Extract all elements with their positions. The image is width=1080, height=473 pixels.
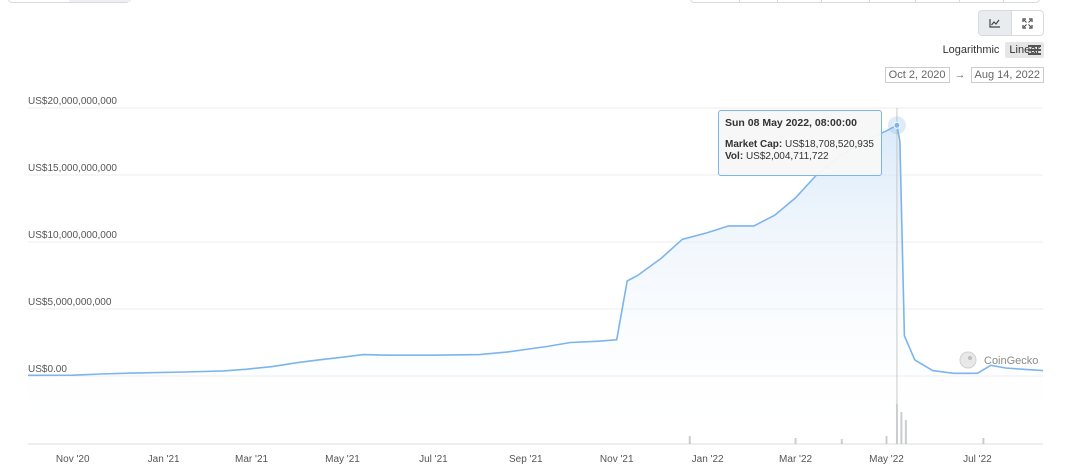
coingecko-watermark: CoinGecko [959, 351, 1038, 369]
line-chart-icon [989, 19, 1000, 28]
market-cap-area [28, 125, 1043, 445]
tooltip-market-cap-label: Market Cap: [725, 139, 783, 150]
y-tick-label: US$10,000,000,000 [28, 230, 117, 241]
date-range-to-input[interactable]: Aug 14, 2022 [970, 67, 1044, 83]
x-tick-label: Jul '21 [419, 454, 448, 465]
tooltip-market-cap-row: Market Cap: US$18,708,520,935 [725, 139, 875, 151]
chart-tooltip: Sun 08 May 2022, 08:00:00 Market Cap: US… [718, 110, 882, 176]
range-tabs-left[interactable] [8, 0, 131, 3]
watermark-text: CoinGecko [984, 355, 1038, 367]
x-tick-label: Nov '21 [600, 454, 634, 465]
view-toggle [978, 10, 1044, 36]
x-axis-labels: Nov '20 Jan '21 Mar '21 May '21 Jul '21 Sep '… [56, 454, 992, 465]
y-tick-label: US$5,000,000,000 [28, 297, 112, 308]
tooltip-vol-value: US$2,004,711,722 [745, 151, 829, 162]
tooltip-market-cap-value: US$18,708,520,935 [785, 139, 874, 150]
tooltip-vol-label: Vol: [725, 151, 744, 162]
y-tick-label: US$0.00 [28, 364, 67, 375]
x-tick-label: Mar '22 [779, 454, 812, 465]
fullscreen-button[interactable] [1010, 11, 1044, 35]
date-range-arrow: → [954, 69, 966, 81]
coingecko-logo-eye [968, 356, 972, 360]
scale-option-logarithmic[interactable]: Logarithmic [942, 44, 1000, 56]
market-cap-line [27, 124, 1044, 377]
x-tick-label: Nov '20 [56, 454, 90, 465]
x-tick-label: Jan '22 [692, 454, 724, 465]
line-chart-button[interactable] [979, 11, 1011, 35]
x-tick-label: Jan '21 [148, 454, 180, 465]
hover-point [893, 121, 901, 129]
x-tick-label: Sep '21 [509, 454, 543, 465]
x-tick-label: May '22 [869, 454, 904, 465]
tooltip-vol-row: Vol: US$2,004,711,722 [725, 151, 875, 163]
date-range: Oct 2, 2020 → Aug 14, 2022 [884, 67, 1044, 83]
x-tick-label: Mar '21 [235, 454, 268, 465]
x-tick-label: Jul '22 [963, 454, 992, 465]
y-axis-labels: US$0.00 US$5,000,000,000 US$10,000,000,000… [28, 96, 117, 375]
tooltip-date: Sun 08 May 2022, 08:00:00 [725, 117, 857, 129]
date-range-from-input[interactable]: Oct 2, 2020 [884, 67, 950, 83]
y-tick-label: US$15,000,000,000 [28, 163, 117, 174]
x-tick-label: May '21 [325, 454, 360, 465]
coingecko-logo-icon [959, 351, 977, 369]
menu-icon[interactable] [1028, 45, 1041, 55]
fullscreen-icon [1022, 17, 1033, 29]
y-tick-label: US$20,000,000,000 [28, 96, 117, 107]
